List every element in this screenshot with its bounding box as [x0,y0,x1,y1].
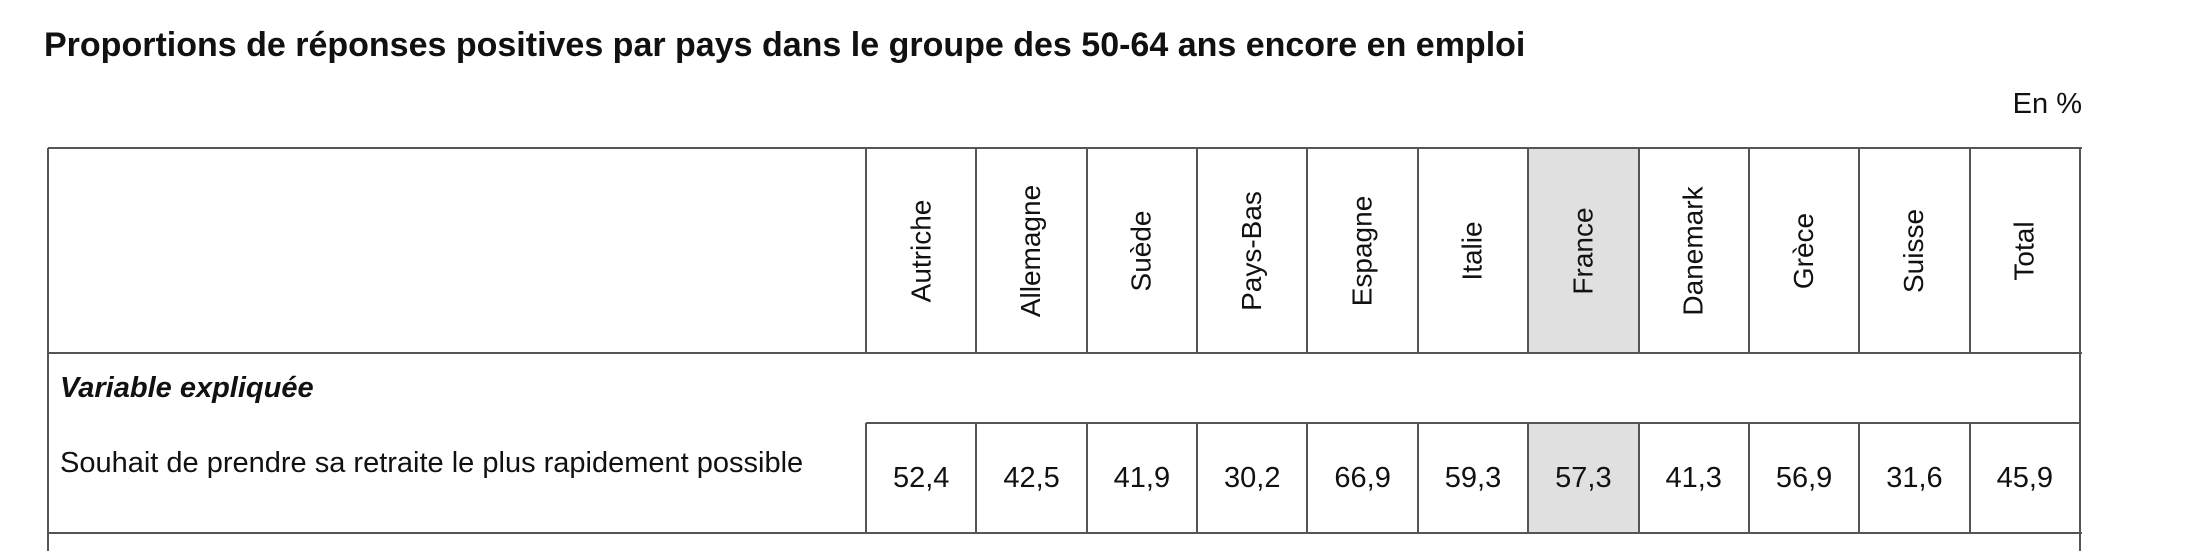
column-header-text: France [1567,206,1599,295]
value-cell: 41,3 [1665,461,1722,494]
value-cell: 30,2 [1224,461,1281,494]
highlight-cell [1528,423,1639,533]
border [1527,148,1530,353]
border [48,352,2082,354]
border [1085,148,1088,353]
border [48,147,2082,149]
value-cell: 45,9 [1996,461,2054,494]
column-header-text: Pays-Bas [1236,190,1268,311]
column-header: France [1528,148,1638,353]
border [1085,423,1088,533]
column-header: Pays-Bas [1197,148,1307,353]
border [1527,423,1530,533]
column-header-text: Grèce [1788,212,1820,289]
column-header-text: Espagne [1346,195,1378,306]
border [1747,148,1750,353]
column-header: Italie [1418,148,1528,353]
border [1747,423,1750,533]
column-header-text: Italie [1456,220,1488,281]
highlight-header [1528,148,1639,353]
value-cell: 59,3 [1444,461,1502,494]
column-header-text: Suisse [1898,208,1930,293]
column-header: Total [1970,148,2080,353]
value-cell: 41,9 [1113,461,1171,494]
row-label: Souhait de prendre sa retraite le plus r… [60,447,804,479]
border [47,148,49,551]
unit-note: En % [2012,88,2082,120]
column-header-text: Autriche [905,199,937,302]
border [1416,148,1419,353]
value-cell: 52,4 [892,461,950,494]
border [975,423,978,533]
column-header: Espagne [1307,148,1417,353]
column-header: Danemark [1639,148,1749,353]
border [1196,423,1199,533]
section-label: Variable expliquée [60,372,314,404]
border [1416,423,1419,533]
value-cell: 31,6 [1886,461,1943,494]
border [1306,148,1309,353]
column-header-text: Total [2008,220,2040,281]
column-header-text: Suède [1125,210,1157,291]
value-cell: 66,9 [1334,461,1391,494]
border [1858,423,1861,533]
border [1196,148,1199,353]
column-header: Allemagne [976,148,1086,353]
border [1306,423,1309,533]
border [1858,148,1861,353]
value-cell: 57,3 [1555,461,1612,494]
value-cell: 56,9 [1775,461,1833,494]
column-header: Suisse [1859,148,1969,353]
column-header-text: Danemark [1677,185,1709,316]
column-header: Autriche [866,148,976,353]
border [2079,148,2081,551]
border [975,148,978,353]
border [1637,423,1640,533]
border [865,148,867,353]
border [1968,423,1971,533]
border [865,423,867,533]
column-header-text: Allemagne [1015,184,1047,317]
table-title: Proportions de réponses positives par pa… [44,26,1526,64]
column-header: Grèce [1749,148,1859,353]
column-header: Suède [1087,148,1197,353]
value-cell: 42,5 [1003,461,1060,494]
border [866,422,2080,424]
border [48,532,2082,534]
border [1968,148,1971,353]
border [1637,148,1640,353]
